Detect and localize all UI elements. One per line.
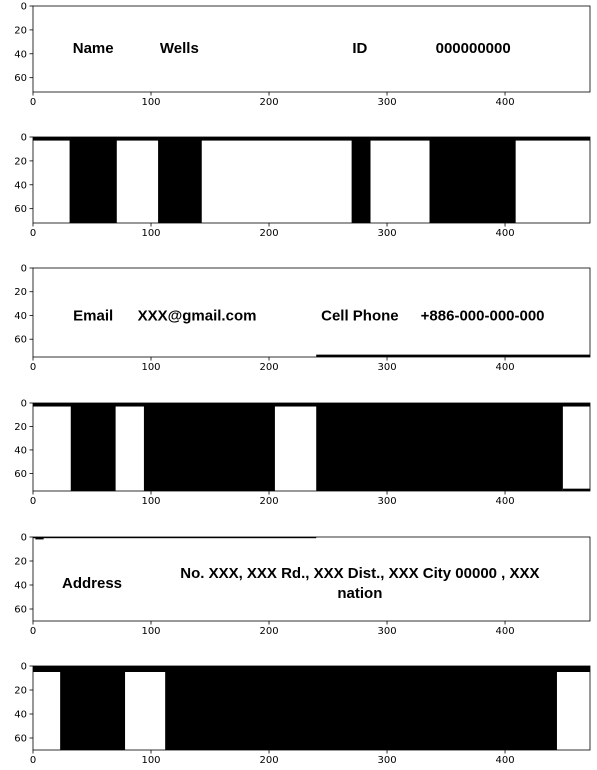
panel-2: 0 100 200 300 400 0 20 40 60 [14, 133, 591, 239]
y-tick-label: 20 [14, 422, 27, 433]
x-tick-label: 0 [30, 496, 36, 507]
black-region [165, 666, 557, 750]
x-tick-label: 200 [259, 626, 278, 637]
y-tick-label: 60 [14, 204, 27, 215]
y-tick-label: 40 [14, 311, 27, 322]
axes-frame [32, 402, 591, 492]
x-tick-label: 400 [495, 755, 514, 766]
x-tick-label: 0 [30, 755, 36, 766]
y-tick-label: 0 [21, 2, 27, 13]
x-tick-label: 100 [141, 755, 160, 766]
black-region [60, 666, 126, 750]
y-tick-label: 40 [14, 710, 27, 721]
x-tick-label: 0 [30, 228, 36, 239]
y-tick-label: 0 [21, 662, 27, 673]
y-tick-label: 20 [14, 25, 27, 36]
y-tick-label: 40 [14, 49, 27, 60]
black-region [562, 488, 590, 491]
image-text: Email [73, 308, 113, 325]
panel-4: 0 100 200 300 400 0 20 40 60 [14, 399, 591, 507]
image-text: nation [337, 585, 382, 602]
black-region [316, 354, 590, 357]
y-tick-label: 0 [21, 533, 27, 544]
x-tick-label: 100 [141, 496, 160, 507]
x-tick-label: 100 [141, 228, 160, 239]
black-region [70, 403, 116, 491]
image-background [33, 6, 590, 92]
x-tick-label: 100 [141, 97, 160, 108]
x-tick-label: 200 [259, 755, 278, 766]
image-text: Address [62, 575, 122, 592]
y-tick-label: 60 [14, 605, 27, 616]
y-tick-label: 20 [14, 287, 27, 298]
panel-3: Email XXX@gmail.com Cell Phone +886-000-000… [14, 264, 591, 373]
x-tick-label: 400 [495, 626, 514, 637]
black-region [33, 403, 590, 407]
y-tick-label: 60 [14, 734, 27, 745]
image-text: Wells [160, 40, 199, 57]
y-tick-label: 40 [14, 445, 27, 456]
black-region [143, 403, 275, 491]
x-tick-label: 400 [495, 496, 514, 507]
image-text: 000000000 [436, 40, 511, 57]
y-tick-label: 40 [14, 581, 27, 592]
image-background [33, 268, 590, 357]
y-tick-label: 40 [14, 180, 27, 191]
black-region [69, 137, 117, 223]
black-region [33, 137, 590, 141]
image-text: ID [352, 40, 367, 57]
axes-frame [32, 5, 591, 93]
axes-frame [32, 536, 591, 622]
x-tick-label: 400 [495, 362, 514, 373]
y-tick-label: 20 [14, 156, 27, 167]
x-tick-label: 400 [495, 228, 514, 239]
image-text: +886-000-000-000 [421, 308, 545, 325]
y-tick-label: 0 [21, 399, 27, 410]
y-tick-label: 60 [14, 469, 27, 480]
black-region [429, 137, 516, 223]
x-tick-label: 400 [495, 97, 514, 108]
x-tick-label: 200 [259, 97, 278, 108]
axes-frame [32, 136, 591, 224]
x-tick-label: 300 [377, 626, 396, 637]
x-tick-label: 300 [377, 228, 396, 239]
image-text: XXX@gmail.com [138, 308, 257, 325]
x-tick-label: 0 [30, 362, 36, 373]
black-region [35, 537, 44, 540]
x-tick-label: 200 [259, 228, 278, 239]
image-text: Name [73, 40, 114, 57]
panel-5: Address No. XXX, XXX Rd., XXX Dist., XXX … [14, 533, 591, 637]
x-tick-label: 300 [377, 97, 396, 108]
axes-frame [32, 665, 591, 751]
black-region [351, 137, 371, 223]
y-tick-label: 60 [14, 73, 27, 84]
y-tick-label: 0 [21, 133, 27, 144]
image-text: No. XXX, XXX Rd., XXX Dist., XXX City 00… [180, 565, 539, 582]
x-tick-label: 0 [30, 97, 36, 108]
panel-6: 0 100 200 300 400 0 20 40 60 [14, 662, 591, 766]
y-tick-label: 60 [14, 335, 27, 346]
black-region [158, 137, 202, 223]
black-region [316, 403, 563, 491]
x-tick-label: 0 [30, 626, 36, 637]
x-tick-label: 100 [141, 362, 160, 373]
x-tick-label: 300 [377, 362, 396, 373]
image-text: Cell Phone [321, 308, 399, 325]
x-tick-label: 200 [259, 362, 278, 373]
axes-frame [32, 267, 591, 358]
y-tick-label: 20 [14, 686, 27, 697]
x-tick-label: 300 [377, 755, 396, 766]
y-tick-label: 0 [21, 264, 27, 275]
black-region [33, 537, 317, 539]
x-tick-label: 300 [377, 496, 396, 507]
y-tick-label: 20 [14, 557, 27, 568]
x-tick-label: 200 [259, 496, 278, 507]
image-background [33, 537, 590, 621]
x-tick-label: 100 [141, 626, 160, 637]
